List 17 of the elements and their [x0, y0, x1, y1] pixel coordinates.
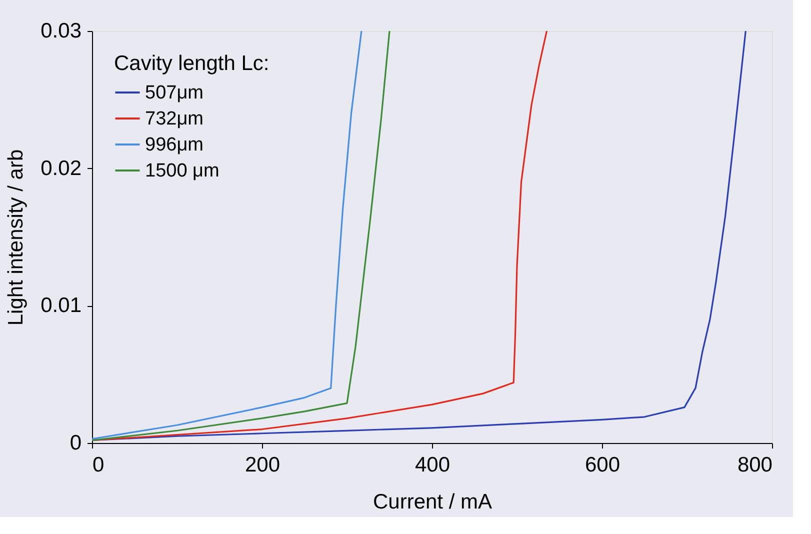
y-tick-label: 0.02: [40, 156, 82, 180]
legend-title: Cavity length Lc:: [114, 52, 270, 75]
x-axis-title: Current / mA: [372, 490, 492, 514]
x-tick-label: 200: [244, 454, 280, 476]
y-axis-title: Light intensity / arb: [4, 149, 28, 326]
legend-label: 996μm: [145, 134, 204, 156]
x-tick-label: 800: [737, 454, 772, 476]
y-tick-label: 0.03: [40, 20, 82, 42]
x-tick-label: 400: [414, 454, 450, 476]
legend-label: 507μm: [145, 82, 204, 104]
legend-label: 732μm: [145, 108, 204, 130]
x-tick-label: 0: [92, 454, 104, 476]
x-tick-label: 600: [584, 454, 620, 476]
y-tick-label: 0.01: [40, 294, 82, 318]
legend-label: 1500 μm: [145, 160, 220, 182]
line-series: [92, 31, 548, 442]
y-tick-label: 0: [70, 432, 82, 454]
